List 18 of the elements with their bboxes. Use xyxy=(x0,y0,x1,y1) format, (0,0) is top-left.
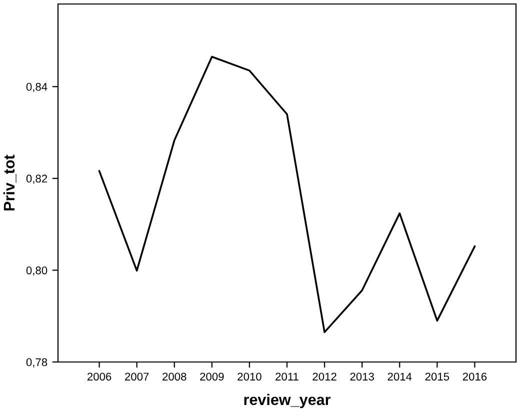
x-tick-label: 2010 xyxy=(238,372,262,381)
y-tick-label: 0,82 xyxy=(26,174,48,184)
x-tick-label: 2014 xyxy=(388,372,412,381)
x-tick-label: 2016 xyxy=(462,372,487,381)
x-tick-label: 2012 xyxy=(312,372,336,381)
x-tick-label: 2008 xyxy=(162,372,186,381)
x-tick-label: 2015 xyxy=(425,372,450,381)
line-series xyxy=(98,56,476,334)
x-tick-label: 2006 xyxy=(87,372,112,381)
x-tick-label: 2007 xyxy=(125,372,149,381)
y-tick-label: 0,84 xyxy=(26,82,48,92)
x-tick-label: 2013 xyxy=(350,372,374,381)
x-axis-title: review_year xyxy=(244,394,331,408)
y-tick-label: 0,80 xyxy=(26,266,48,276)
x-tick-label: 2011 xyxy=(276,372,298,381)
x-tick-label: 2009 xyxy=(200,372,224,381)
y-axis-title: Priv_tot xyxy=(3,154,16,210)
y-tick-label: 0,78 xyxy=(26,358,48,368)
